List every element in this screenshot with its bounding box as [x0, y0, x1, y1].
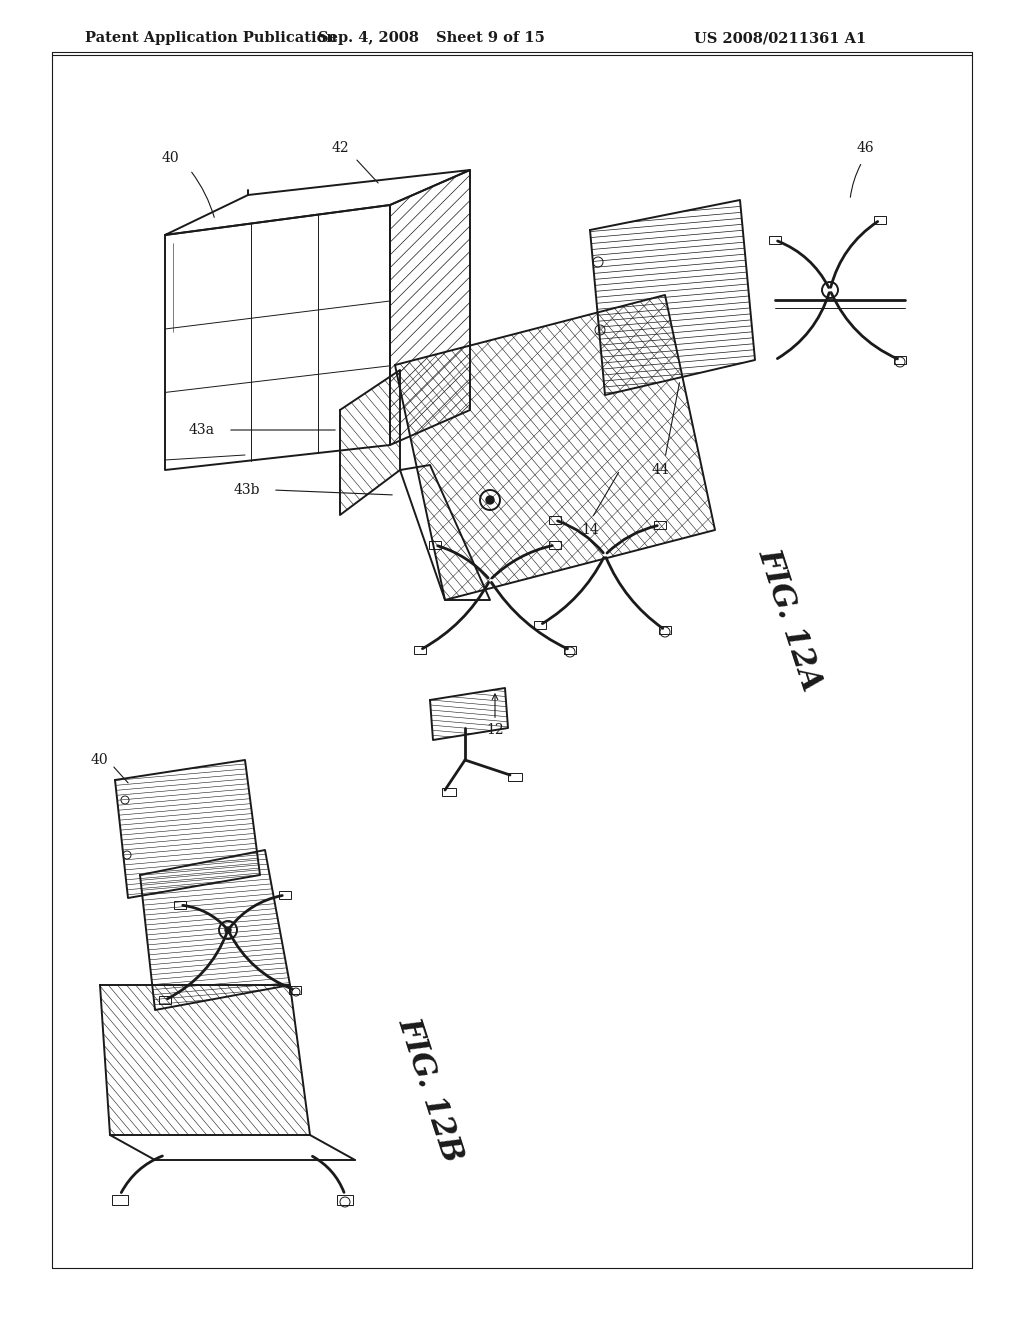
Bar: [659, 626, 671, 634]
Text: 42: 42: [331, 141, 349, 154]
Text: 40: 40: [90, 752, 108, 767]
Text: 12: 12: [486, 694, 504, 737]
Circle shape: [486, 496, 494, 504]
Text: 44: 44: [651, 463, 669, 477]
Bar: [564, 645, 575, 653]
Bar: [337, 1195, 353, 1205]
Bar: [174, 902, 186, 909]
Bar: [279, 891, 291, 899]
Text: Patent Application Publication: Patent Application Publication: [85, 30, 337, 45]
Text: FIG. 12B: FIG. 12B: [392, 1014, 468, 1167]
Bar: [508, 774, 522, 781]
Bar: [654, 521, 666, 529]
Bar: [874, 216, 886, 224]
Text: 43b: 43b: [233, 483, 260, 498]
Text: 40: 40: [161, 150, 179, 165]
Text: US 2008/0211361 A1: US 2008/0211361 A1: [694, 30, 866, 45]
Text: 14: 14: [582, 523, 599, 537]
Circle shape: [225, 927, 231, 933]
Bar: [894, 356, 906, 364]
Text: 43a: 43a: [189, 422, 215, 437]
Bar: [549, 541, 561, 549]
Text: 46: 46: [856, 141, 873, 154]
Bar: [549, 516, 561, 524]
Bar: [289, 986, 301, 994]
Bar: [534, 620, 546, 630]
Bar: [159, 997, 171, 1005]
Text: Sheet 9 of 15: Sheet 9 of 15: [435, 30, 545, 45]
Bar: [112, 1195, 128, 1205]
Bar: [414, 645, 426, 653]
Text: FIG. 12A: FIG. 12A: [753, 545, 827, 696]
Bar: [442, 788, 456, 796]
Text: Sep. 4, 2008: Sep. 4, 2008: [317, 30, 419, 45]
Bar: [429, 541, 441, 549]
Bar: [769, 236, 781, 244]
